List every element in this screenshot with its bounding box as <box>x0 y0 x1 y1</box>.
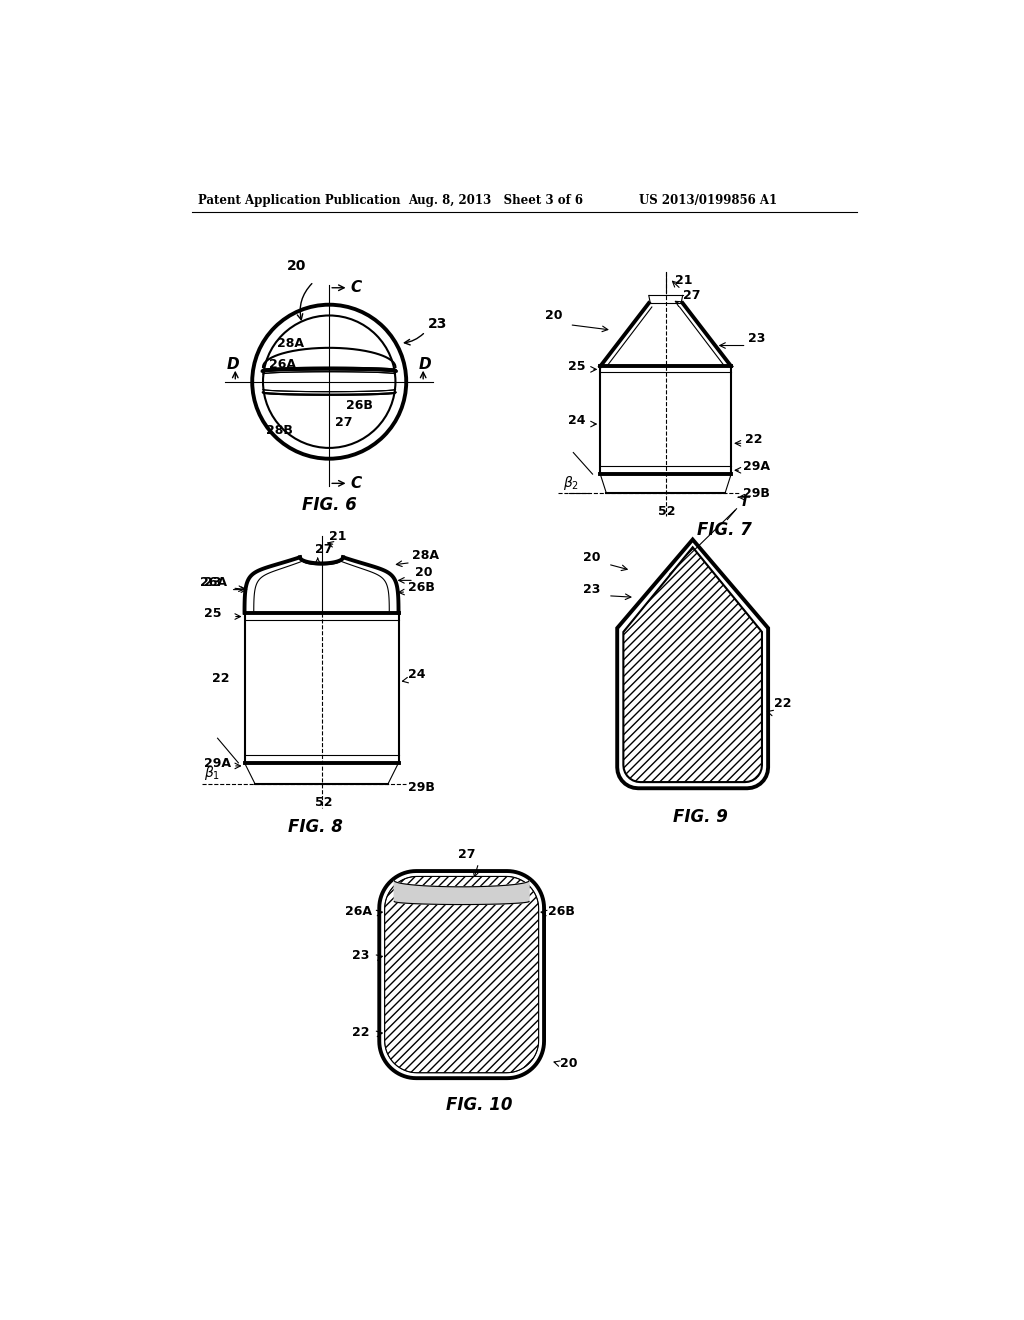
Text: 22: 22 <box>352 1026 370 1039</box>
Text: US 2013/0199856 A1: US 2013/0199856 A1 <box>639 194 777 207</box>
Text: 26B: 26B <box>548 906 574 919</box>
Text: 22: 22 <box>745 433 763 446</box>
Text: FIG. 10: FIG. 10 <box>446 1096 513 1114</box>
Text: 29A: 29A <box>742 461 770 474</box>
Text: 28A: 28A <box>276 337 304 350</box>
Text: D: D <box>419 358 432 372</box>
Text: 27: 27 <box>683 289 700 302</box>
Text: 25: 25 <box>568 360 586 374</box>
Text: 27: 27 <box>458 847 475 861</box>
Text: 28A: 28A <box>413 549 439 562</box>
Polygon shape <box>394 880 529 904</box>
Text: FIG. 8: FIG. 8 <box>288 818 343 836</box>
Text: FIG. 6: FIG. 6 <box>302 496 356 513</box>
Text: 22: 22 <box>212 672 229 685</box>
Text: Aug. 8, 2013   Sheet 3 of 6: Aug. 8, 2013 Sheet 3 of 6 <box>408 194 583 207</box>
Text: 20: 20 <box>287 259 306 273</box>
Text: 23: 23 <box>352 949 370 962</box>
Text: 29B: 29B <box>408 780 434 793</box>
Text: 22: 22 <box>773 697 791 710</box>
Text: 26A: 26A <box>269 358 296 371</box>
Text: 52: 52 <box>658 506 676 517</box>
Text: C: C <box>350 280 361 296</box>
Text: 29B: 29B <box>742 487 770 500</box>
Text: 29A: 29A <box>205 756 231 770</box>
Text: 26B: 26B <box>408 581 434 594</box>
Text: C: C <box>350 475 361 491</box>
Text: 23: 23 <box>428 317 447 331</box>
Text: 21: 21 <box>330 529 347 543</box>
PathPatch shape <box>379 871 544 1078</box>
Text: 23: 23 <box>584 583 601 597</box>
Text: 23: 23 <box>205 576 222 589</box>
Text: 52: 52 <box>315 796 333 809</box>
Text: 24: 24 <box>568 414 586 428</box>
Text: $\beta_2$: $\beta_2$ <box>563 474 580 492</box>
Text: 26B: 26B <box>346 399 373 412</box>
PathPatch shape <box>624 548 762 781</box>
Text: 28B: 28B <box>266 424 293 437</box>
Text: 23: 23 <box>749 331 766 345</box>
Text: 27: 27 <box>336 416 353 429</box>
PathPatch shape <box>385 876 539 1073</box>
Text: D: D <box>226 358 240 372</box>
Text: FIG. 9: FIG. 9 <box>674 808 728 826</box>
Text: 20: 20 <box>560 1057 578 1071</box>
Text: $\beta_1$: $\beta_1$ <box>205 764 220 781</box>
Text: 20: 20 <box>545 309 562 322</box>
Text: 26A: 26A <box>345 906 372 919</box>
Text: FIG. 7: FIG. 7 <box>696 521 752 540</box>
Text: 24: 24 <box>408 668 425 681</box>
Text: T: T <box>739 495 749 510</box>
Text: 20: 20 <box>416 566 433 578</box>
Text: 20: 20 <box>584 552 601 564</box>
Text: 21: 21 <box>675 275 692 286</box>
Text: 27: 27 <box>315 543 333 556</box>
Text: 25: 25 <box>205 607 222 619</box>
Text: 26A: 26A <box>200 576 227 589</box>
Text: Patent Application Publication: Patent Application Publication <box>199 194 400 207</box>
